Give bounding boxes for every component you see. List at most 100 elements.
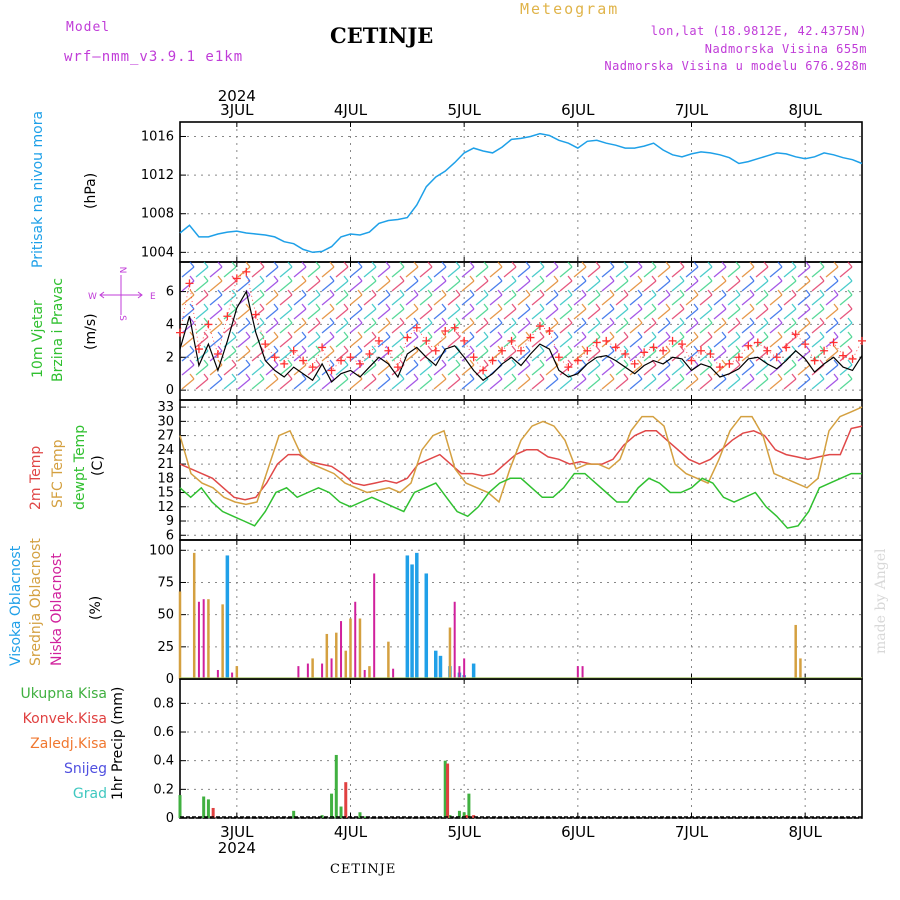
wind-barb-flag: [539, 331, 545, 338]
wind-barb: [195, 294, 209, 306]
wind-barb-flag: [553, 289, 559, 296]
wind-barb-flag: [371, 345, 377, 352]
cloud-bar-high: [415, 552, 419, 679]
wind-barb: [615, 308, 629, 320]
wind-barb: [223, 294, 237, 306]
wind-barb: [657, 350, 671, 362]
wind-barb-flag: [315, 345, 321, 352]
compass-rose: W E N S: [88, 267, 156, 322]
wind-barb: [251, 280, 265, 292]
wind-barb: [447, 294, 461, 306]
y-tick-label: 6: [166, 285, 174, 300]
wind-barb: [811, 336, 825, 348]
wind-barb-flag: [203, 359, 209, 366]
wind-barb-flag: [651, 303, 657, 310]
cloud-bar-low: [576, 666, 579, 679]
wind-barb: [811, 322, 825, 334]
wind-barb: [419, 350, 433, 362]
day-label-top: 7JUL: [675, 101, 709, 119]
wind-barb-flag: [819, 373, 825, 380]
gust-marker: [337, 356, 346, 365]
wind-barb: [825, 308, 839, 320]
wind-barb: [629, 364, 643, 376]
wind-barb: [349, 266, 363, 278]
wind-barb-flag: [721, 275, 727, 282]
wind-barb: [811, 266, 825, 278]
wind-barb: [839, 322, 853, 334]
wind-barb: [839, 364, 853, 376]
wind-barb-flag: [273, 331, 279, 338]
cloud-bar-mid: [344, 650, 348, 679]
wind-barb-flag: [497, 289, 503, 296]
wind-barb-flag: [441, 303, 447, 310]
wind-barb: [517, 280, 531, 292]
wind-barb: [209, 350, 223, 362]
gust-marker: [630, 359, 639, 368]
wind-barb-flag: [763, 373, 769, 380]
wind-barb-flag: [567, 345, 573, 352]
y-tick-label: 1004: [141, 245, 174, 260]
wind-barb-flag: [231, 289, 237, 296]
wind-barb: [363, 378, 377, 390]
day-label-top: 6JUL: [561, 101, 595, 119]
wind-barb-flag: [707, 289, 713, 296]
wind-barb-flag: [413, 373, 419, 380]
wind-barb-flag: [567, 317, 573, 324]
wind-panel: 0 2 4 6: [166, 261, 866, 401]
wind-barb: [825, 266, 839, 278]
wind-barb-flag: [189, 317, 195, 324]
wind-barb: [601, 266, 615, 278]
wind-barb-flag: [511, 345, 517, 352]
wind-barb: [531, 350, 545, 362]
wind-barb-flag: [595, 261, 601, 268]
wind-barb-flag: [343, 261, 349, 268]
wind-barb: [615, 350, 629, 362]
wind-barb-flag: [679, 317, 685, 324]
precip-bar-total: [457, 810, 461, 818]
wind-barb: [307, 308, 321, 320]
cloud-bar-low: [453, 601, 456, 679]
wind-barb-flag: [805, 275, 811, 282]
wind-barb: [335, 266, 349, 278]
wind-barb: [699, 308, 713, 320]
wind-barb-flag: [791, 261, 797, 268]
gust-marker: [640, 348, 649, 357]
wind-barb-flag: [315, 359, 321, 366]
wind-barb-flag: [707, 317, 713, 324]
wind-barb-flag: [735, 303, 741, 310]
wind-barb: [699, 280, 713, 292]
wind-barb-flag: [371, 289, 377, 296]
wind-barb-flag: [581, 331, 587, 338]
gust-marker: [213, 350, 222, 358]
precip-bar-conv: [211, 807, 215, 818]
wind-barb-flag: [777, 373, 783, 380]
gust-marker: [507, 336, 516, 345]
compass-s: S: [117, 315, 127, 321]
wind-barb-flag: [539, 275, 545, 282]
wind-barb: [419, 308, 433, 320]
gust-marker: [431, 346, 440, 355]
y-tick-label: 30: [157, 414, 174, 429]
gust-marker: [668, 336, 677, 345]
wind-barb: [377, 336, 391, 348]
wind-barb: [419, 378, 433, 390]
wind-barb: [307, 378, 321, 390]
wind-barb-flag: [819, 303, 825, 310]
wind-barb: [391, 378, 405, 390]
wind-barb: [447, 336, 461, 348]
wind-barb: [825, 378, 839, 390]
y-tick-label: 33: [157, 400, 174, 415]
gust-marker: [820, 346, 829, 355]
gust-marker: [602, 336, 611, 345]
wind-barb-flag: [497, 261, 503, 268]
wind-barb: [433, 294, 447, 306]
cloud-bar-high: [410, 564, 414, 679]
wind-barb: [461, 294, 475, 306]
wind-barb: [503, 364, 517, 376]
wind-barb-flag: [693, 317, 699, 324]
precip-bar-total: [467, 793, 471, 818]
wind-barb-flag: [553, 303, 559, 310]
wind-barb: [643, 378, 657, 390]
wind-barb-flag: [805, 261, 811, 268]
wind-barb: [461, 322, 475, 334]
